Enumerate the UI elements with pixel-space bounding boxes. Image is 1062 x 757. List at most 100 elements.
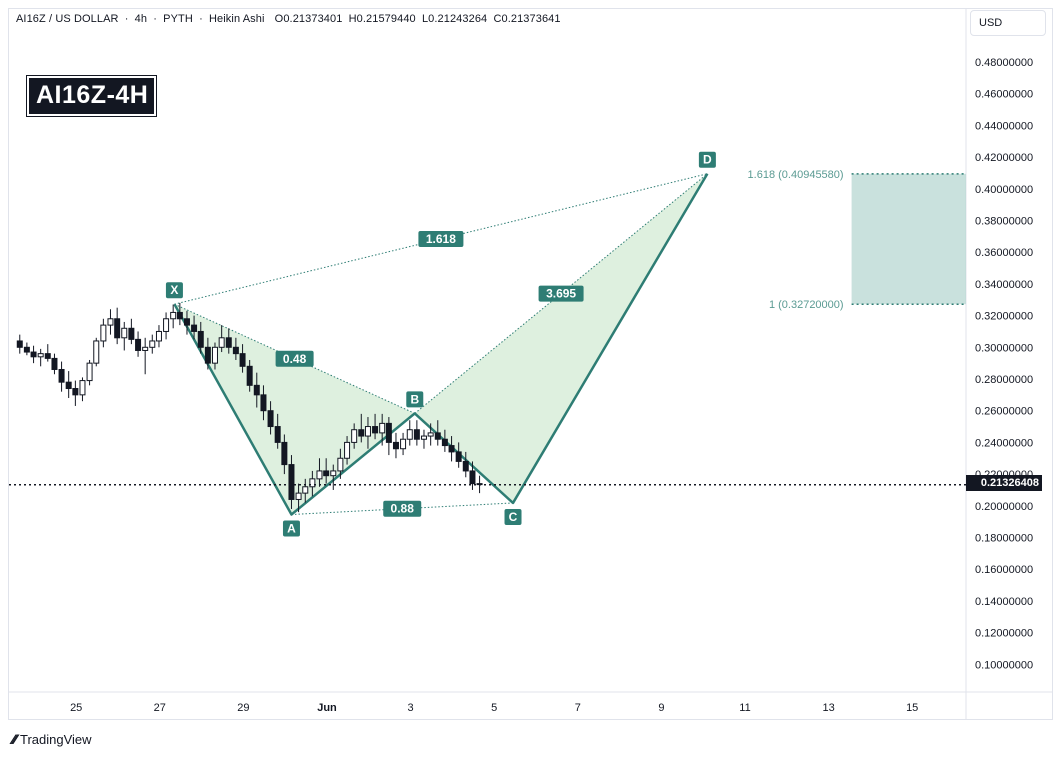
symbol-header: AI16Z / US DOLLAR · 4h · PYTH · Heikin A…	[16, 13, 564, 25]
chart-style-label: Heikin Ashi	[209, 13, 265, 25]
candle-body	[176, 311, 183, 320]
time-tick-label: 11	[739, 702, 750, 714]
candle-body	[448, 445, 455, 453]
ratio-label-bg	[383, 500, 422, 517]
candle-body	[135, 338, 142, 351]
point-label-bg	[282, 520, 300, 537]
candle-body	[309, 478, 316, 488]
candle-body	[246, 365, 253, 386]
point-label-bg	[165, 282, 183, 299]
ratio-label: 0.88	[391, 502, 415, 516]
price-tick-label: 0.28000000	[975, 374, 1033, 386]
candle-body	[232, 346, 239, 355]
chart-frame[interactable]	[8, 8, 1053, 720]
price-tick-label: 0.32000000	[975, 311, 1033, 323]
low-value: L0.21243264	[421, 13, 488, 25]
symbol-name[interactable]: AI16Z / US DOLLAR	[16, 13, 119, 25]
time-tick-label: Jun	[317, 702, 337, 714]
candle-body	[379, 422, 386, 434]
ratio-label-bg	[418, 230, 464, 247]
price-tick-label: 0.34000000	[975, 279, 1033, 291]
current-price-tag: 0.21326408	[966, 475, 1042, 491]
header-separator: ·	[199, 13, 203, 25]
price-tick-label: 0.30000000	[975, 342, 1033, 354]
candle-body	[149, 340, 156, 348]
candle-body	[372, 426, 379, 434]
price-tick-label: 0.40000000	[975, 184, 1033, 196]
header-separator: ·	[153, 13, 158, 25]
candle-body	[406, 429, 413, 440]
candle-body	[469, 470, 476, 485]
price-tick-label: 0.46000000	[975, 89, 1033, 101]
time-tick-label: 15	[906, 702, 918, 714]
candle-body	[79, 380, 86, 396]
price-tick-label: 0.14000000	[975, 596, 1033, 608]
candle-body	[163, 318, 170, 332]
candle-body	[128, 327, 135, 340]
candle-body	[58, 368, 65, 383]
time-tick-label: 3	[408, 702, 414, 714]
candle-body	[400, 438, 407, 450]
brand[interactable]: ⁄⁄⁄ TradingView	[12, 731, 92, 747]
candle-body	[86, 362, 93, 382]
candle-body	[260, 394, 267, 412]
candle-body	[364, 426, 371, 437]
candle-body	[72, 388, 79, 396]
candle-body	[23, 346, 30, 353]
candle-body	[16, 340, 23, 348]
header-separator: ·	[124, 13, 129, 25]
candle-body	[420, 435, 427, 440]
candle-body	[274, 426, 281, 443]
time-tick-label: 27	[154, 702, 166, 714]
data-source-label: PYTH	[163, 13, 193, 25]
tradingview-logo-icon: ⁄⁄⁄	[12, 731, 17, 747]
candle-body	[288, 464, 295, 500]
candle-body	[100, 324, 107, 342]
candle-body	[462, 460, 469, 472]
target-level-label: 1 (0.32720000)	[769, 299, 844, 311]
point-label: A	[287, 522, 296, 536]
candle-body	[93, 340, 100, 364]
ratio-label: 3.695	[546, 287, 576, 301]
candle-body	[302, 486, 309, 494]
price-tick-label: 0.24000000	[975, 437, 1033, 449]
candle-body	[239, 353, 246, 367]
candle-body	[358, 429, 365, 437]
candle-body	[204, 346, 211, 364]
time-tick-label: 25	[70, 702, 82, 714]
candle-body	[267, 410, 274, 428]
ratio-label: 1.618	[426, 232, 456, 246]
harmonic-pattern[interactable]	[173, 173, 709, 516]
symbol-title-tag: AI16Z-4H	[25, 75, 158, 117]
candle-body	[44, 353, 51, 359]
candle-body	[107, 318, 114, 326]
time-tick-label: 9	[658, 702, 664, 714]
price-tick-label: 0.36000000	[975, 247, 1033, 259]
ratio-label-bg	[538, 285, 584, 302]
pattern-legs	[173, 173, 709, 516]
candle-body	[295, 492, 302, 500]
currency-button[interactable]: USD	[970, 10, 1046, 36]
point-label-bg	[406, 391, 424, 408]
candle-body	[51, 357, 58, 370]
target-level-label: 1.618 (0.40945580)	[748, 169, 844, 181]
point-label: D	[703, 153, 712, 167]
candle-body	[337, 457, 344, 472]
candle-body	[211, 346, 218, 364]
interval-label[interactable]: 4h	[134, 13, 148, 25]
price-tick-label: 0.42000000	[975, 152, 1033, 164]
candle-body	[441, 438, 448, 447]
candle-body	[183, 318, 190, 326]
candle-body	[344, 441, 351, 459]
candle-body	[434, 432, 441, 440]
time-tick-label: 13	[822, 702, 834, 714]
candle-body	[316, 470, 323, 480]
price-tick-label: 0.12000000	[975, 628, 1033, 640]
pattern-triangle-xab	[174, 304, 415, 515]
price-tick-label: 0.20000000	[975, 501, 1033, 513]
target-zone	[851, 173, 966, 305]
candle-body	[253, 384, 260, 396]
point-label: X	[170, 283, 178, 297]
time-tick-label: 29	[237, 702, 249, 714]
